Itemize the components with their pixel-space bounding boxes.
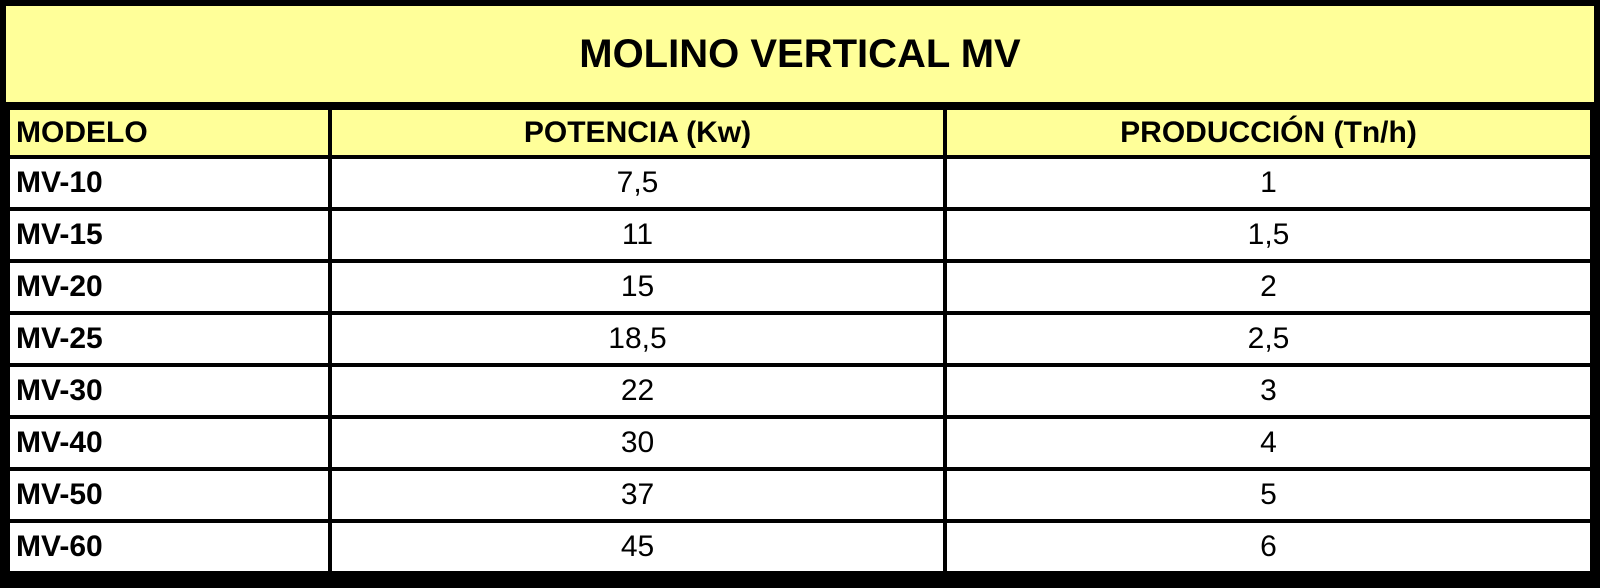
table-row: MV-50 37 5 (6, 467, 1594, 523)
cell-modelo: MV-30 (6, 363, 332, 419)
header-row: MODELO POTENCIA (Kw) PRODUCCIÓN (Tn/h) (6, 106, 1594, 159)
header-produccion: PRODUCCIÓN (Tn/h) (943, 106, 1594, 159)
cell-modelo: MV-25 (6, 311, 332, 367)
cell-produccion: 5 (943, 467, 1594, 523)
header-potencia: POTENCIA (Kw) (328, 106, 947, 159)
cell-potencia: 11 (328, 207, 947, 263)
cell-produccion: 6 (943, 519, 1594, 575)
cell-potencia: 7,5 (328, 155, 947, 211)
cell-potencia: 15 (328, 259, 947, 315)
cell-modelo: MV-10 (6, 155, 332, 211)
table-row: MV-60 45 6 (6, 519, 1594, 575)
table-row: MV-20 15 2 (6, 259, 1594, 315)
cell-potencia: 30 (328, 415, 947, 471)
cell-produccion: 1,5 (943, 207, 1594, 263)
table-row: MV-25 18,5 2,5 (6, 311, 1594, 367)
table-row: MV-15 11 1,5 (6, 207, 1594, 263)
cell-produccion: 3 (943, 363, 1594, 419)
cell-modelo: MV-15 (6, 207, 332, 263)
cell-modelo: MV-20 (6, 259, 332, 315)
cell-modelo: MV-40 (6, 415, 332, 471)
cell-potencia: 18,5 (328, 311, 947, 367)
cell-modelo: MV-50 (6, 467, 332, 523)
header-modelo: MODELO (6, 106, 332, 159)
cell-produccion: 1 (943, 155, 1594, 211)
table-row: MV-30 22 3 (6, 363, 1594, 419)
cell-potencia: 22 (328, 363, 947, 419)
spec-table: MODELO POTENCIA (Kw) PRODUCCIÓN (Tn/h) M… (6, 106, 1594, 575)
table-row: MV-10 7,5 1 (6, 155, 1594, 211)
cell-produccion: 2,5 (943, 311, 1594, 367)
table-row: MV-40 30 4 (6, 415, 1594, 471)
cell-produccion: 2 (943, 259, 1594, 315)
cell-potencia: 45 (328, 519, 947, 575)
table-title: MOLINO VERTICAL MV (6, 6, 1594, 102)
cell-modelo: MV-60 (6, 519, 332, 575)
cell-produccion: 4 (943, 415, 1594, 471)
cell-potencia: 37 (328, 467, 947, 523)
